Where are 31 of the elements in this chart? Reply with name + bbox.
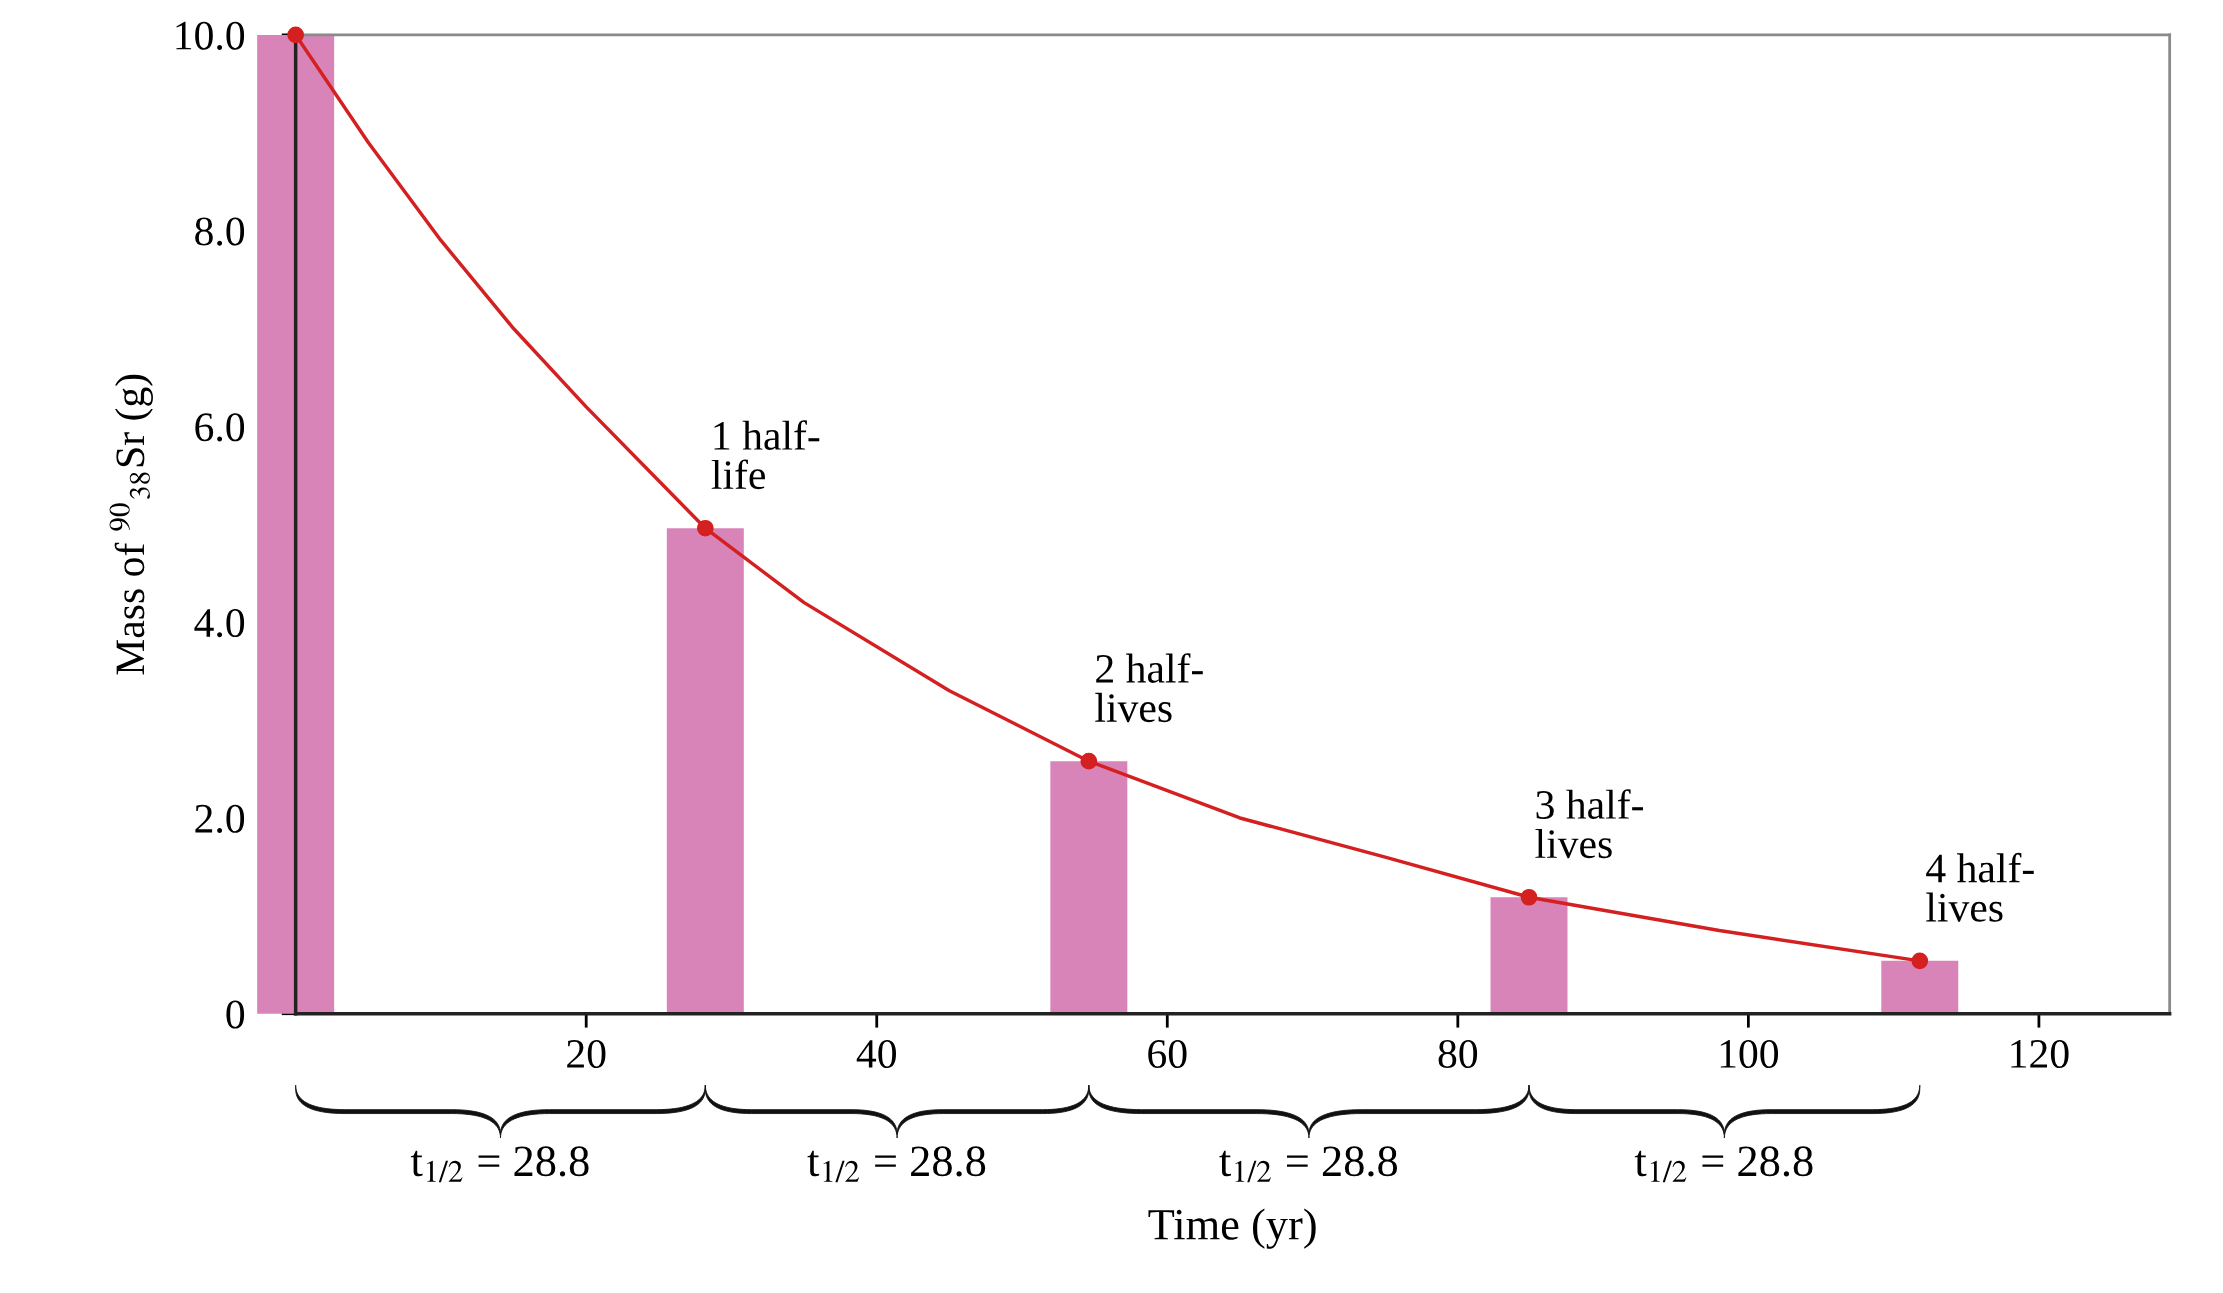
- annotation: 2 half- lives: [1095, 653, 1203, 723]
- x-tick-label: 20: [567, 1039, 606, 1069]
- x-tick-label: 60: [1148, 1039, 1187, 1069]
- bar: [1881, 960, 1959, 1014]
- text: t$_{1/2}$ = 28.8: [1634, 1146, 1813, 1183]
- text: t$_{1/2}$ = 28.8: [1219, 1146, 1398, 1183]
- y-axis-title: Mass of $^{90}$$_{38}$Sr (g): [109, 374, 153, 675]
- x-tick-label: 80: [1438, 1039, 1478, 1069]
- y-tick-label: 8.0: [195, 217, 245, 246]
- point: [1911, 952, 1929, 970]
- point: [696, 519, 714, 537]
- x-tick-label: 120: [2011, 1039, 2069, 1069]
- x-axis-title: Time (yr): [1148, 1208, 1316, 1249]
- annotation: 1 half- life: [711, 420, 820, 490]
- bar: [1050, 761, 1128, 1014]
- point: [287, 26, 304, 44]
- x-tick-label: 40: [856, 1039, 896, 1069]
- y-tick-label: 10.0: [176, 21, 245, 50]
- bar: [1490, 897, 1568, 1014]
- x-tick-label: 100: [1720, 1039, 1779, 1069]
- point: [1520, 888, 1538, 906]
- point: [1080, 752, 1098, 770]
- text: t$_{1/2}$ = 28.8: [807, 1146, 986, 1183]
- y-tick-label: 2.0: [195, 804, 245, 833]
- y-tick-label: 4.0: [194, 608, 245, 638]
- text: t$_{1/2}$ = 28.8: [410, 1146, 589, 1183]
- y-tick-label: 6.0: [195, 413, 245, 442]
- y-tick-label: 0: [226, 1000, 245, 1029]
- annotation: 3 half- lives: [1535, 789, 1643, 859]
- annotation: 4 half- lives: [1926, 852, 2034, 922]
- bar: [666, 528, 744, 1014]
